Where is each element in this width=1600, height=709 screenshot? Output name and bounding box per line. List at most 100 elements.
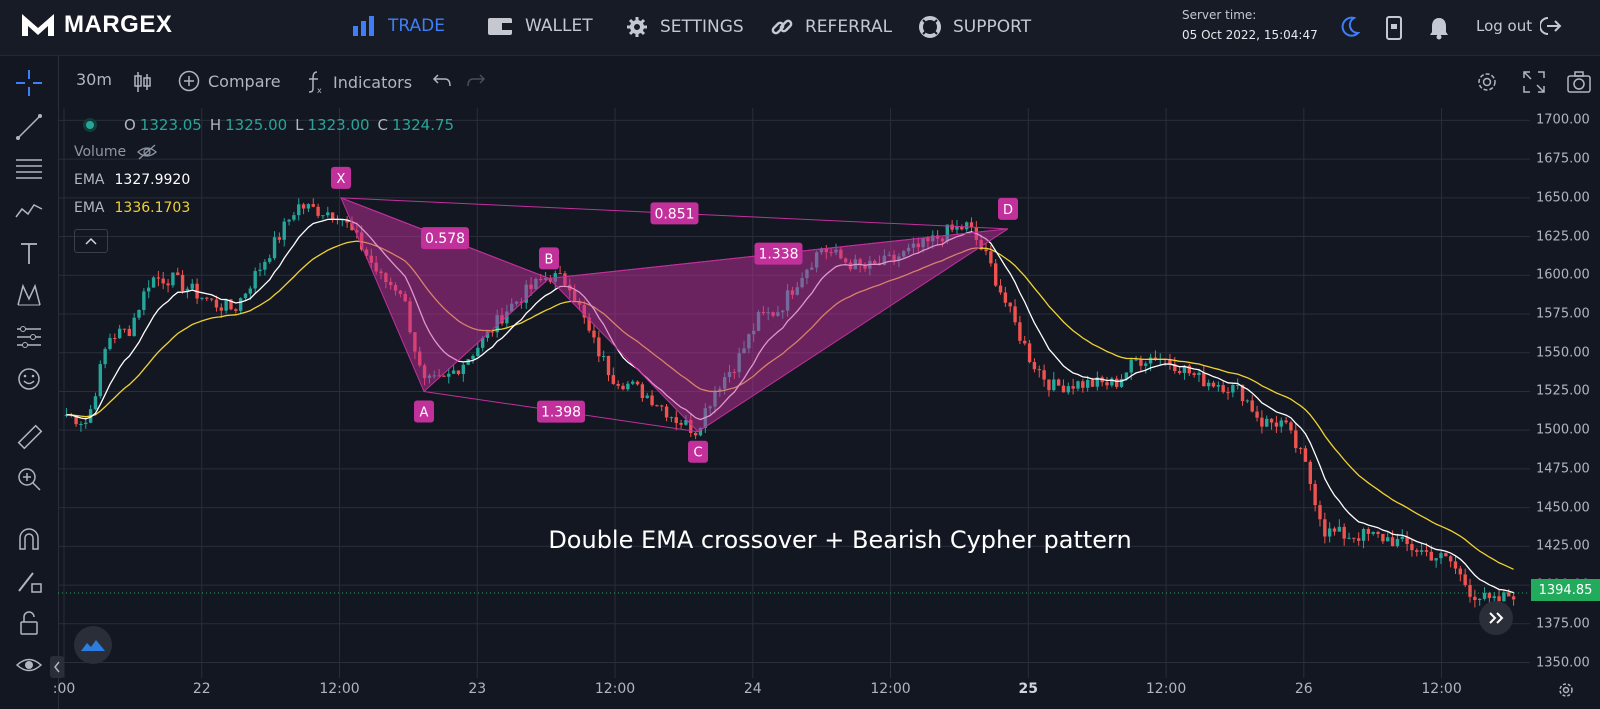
nav-support[interactable]: SUPPORT [919,16,1031,38]
candle-body [1255,411,1259,418]
open-label: O [124,116,136,134]
bell-icon[interactable] [1428,16,1450,40]
moon-icon[interactable] [1340,16,1360,38]
collapse-toolbar-button[interactable] [50,656,64,678]
candle-body [621,385,625,390]
time-tick-label: 22 [192,681,211,697]
time-tick-label: 23 [468,681,487,697]
fib-tool[interactable] [14,154,44,184]
magnet-tool[interactable] [14,524,44,554]
fullscreen-icon[interactable] [1522,70,1546,94]
low-value: 1323.00 [307,116,370,134]
compare-button[interactable]: Compare [178,70,281,92]
candle-body [350,222,354,231]
horizontal-lines-icon [16,159,42,179]
candle-body [238,298,243,311]
mobile-icon[interactable] [1385,16,1403,40]
volume-legend[interactable]: Volume [74,144,158,160]
crosshair-icon[interactable] [16,70,42,96]
ohlc-legend: O 1323.05 H 1325.00 L 1323.00 C 1324.75 [74,116,454,134]
candle-body [1308,461,1312,484]
candle-body [156,277,161,279]
candle-body [1497,596,1501,602]
candle-body [1115,378,1119,387]
lock-drawing-tool[interactable] [14,566,44,596]
margex-logo[interactable]: MARGEX [20,10,172,40]
close-label: C [377,116,389,134]
nav-referral[interactable]: REFERRAL [771,16,892,38]
nav-trade[interactable]: TRADE [352,16,445,36]
candle-body [117,328,122,339]
eye-hidden-icon[interactable] [136,144,158,160]
time-tick-label: 12:00 [1421,681,1462,697]
candle-body [1148,357,1153,364]
undo-icon[interactable] [432,72,452,88]
pattern-ratio-box [537,400,585,423]
measure-tool[interactable] [14,422,44,452]
bar-chart-icon [353,16,374,36]
price-axis[interactable]: 1700.00 1675.00 1650.00 1625.00 1600.00 1575.… [1530,108,1600,678]
candle-body [1231,384,1235,393]
price-tick-label: 1650.00 [1536,190,1590,206]
candle-body [224,299,228,311]
candle-body [1221,385,1225,393]
candle-body [171,272,175,286]
volume-label: Volume [74,144,127,160]
candle-body [1390,537,1395,547]
settings-gear-icon[interactable] [1475,70,1499,94]
chevron-up-icon [85,237,97,245]
indicators-label: Indicators [333,72,413,92]
candle-body [345,219,349,223]
candle-body [1366,528,1371,534]
candle-body [950,224,954,230]
nav-wallet[interactable]: WALLET [487,16,593,36]
lock-tool[interactable] [14,608,44,638]
emoji-tool[interactable] [14,364,44,394]
redo-icon[interactable] [466,72,486,88]
text-tool[interactable] [14,238,44,268]
price-chart[interactable]: 0.578 1.338 1.398 0.851 X A B C D [58,108,1530,678]
candle-body [1419,550,1424,552]
zoom-tool[interactable] [14,464,44,494]
chart-toolbar: 30m Compare x Indicators [0,56,1600,108]
ema-slow-legend[interactable]: EMA 1336.1703 [74,200,190,216]
candle-body [587,317,591,331]
trendline-tool[interactable] [14,112,44,142]
nav-settings[interactable]: SETTINGS [626,16,744,38]
candle-body [301,204,306,209]
candle-body [253,271,257,289]
prediction-tool[interactable] [14,322,44,352]
candle-body [1327,528,1332,537]
candle-body [1400,536,1404,539]
candle-body [1042,370,1046,380]
candle-body [684,419,688,425]
price-tick-label: 1450.00 [1536,500,1590,516]
candle-body [606,355,611,376]
ema-fast-legend[interactable]: EMA 1327.9920 [74,172,190,188]
candle-body [679,422,683,425]
candle-body [330,212,335,219]
candle-style-icon[interactable] [133,70,153,94]
candle-body [960,226,964,230]
logout-button[interactable]: Log out [1476,16,1562,36]
indicators-button[interactable]: x Indicators [305,70,412,94]
pattern-tool[interactable] [14,280,44,310]
visibility-tool[interactable] [14,650,44,680]
candle-body [1482,592,1487,599]
scroll-to-realtime-button[interactable] [1479,601,1513,635]
pattern-point-marker [998,197,1018,220]
legend-collapse-button[interactable] [74,229,108,253]
candle-body [316,206,320,216]
interval-button[interactable]: 30m [76,70,112,89]
brush-tool[interactable] [14,196,44,226]
axis-settings-icon[interactable] [1556,680,1576,700]
candle-body [1395,538,1400,547]
camera-icon[interactable] [1566,70,1592,94]
candle-body [306,204,311,209]
price-tick-label: 1525.00 [1536,383,1590,399]
candle-body [1206,382,1211,387]
candle-body [1245,400,1250,402]
candle-body [558,273,562,275]
candle-body [1410,544,1414,551]
tradingview-logo[interactable] [74,626,112,664]
